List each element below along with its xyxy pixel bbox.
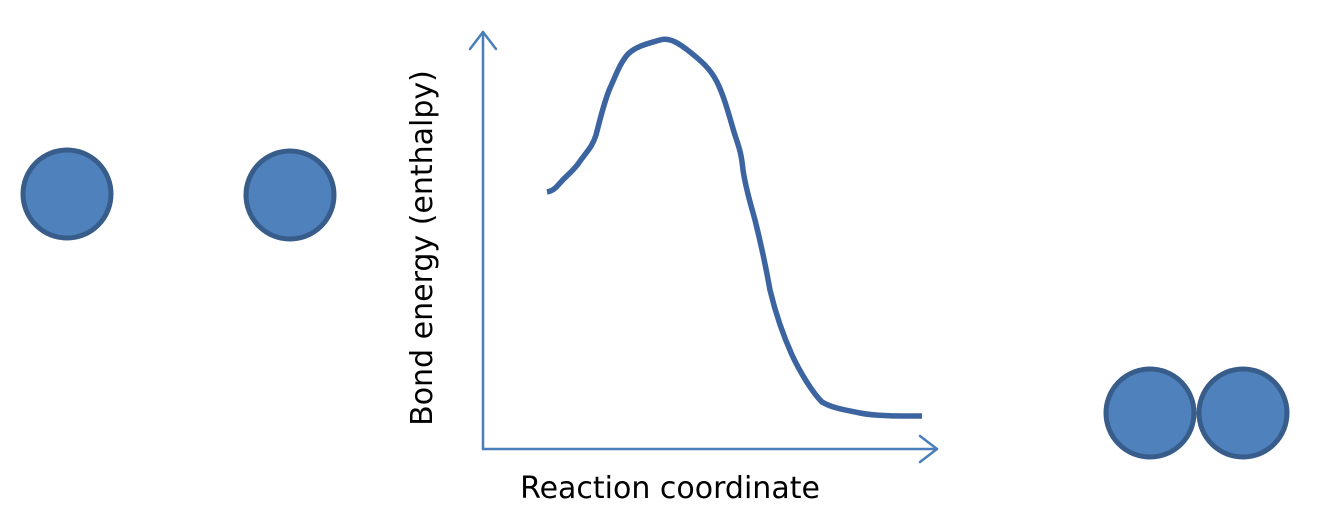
x-axis-label: Reaction coordinate: [520, 471, 820, 506]
y-axis-label: Bond energy (enthalpy): [405, 70, 440, 426]
reactant-atom-1: [20, 147, 114, 241]
product-atom-1: [1103, 366, 1197, 460]
reactants-group: [20, 147, 337, 242]
y-axis-arrowhead: [468, 30, 498, 51]
products-group: [1103, 366, 1290, 460]
axes: [468, 30, 939, 464]
product-atom-2: [1196, 366, 1290, 460]
x-axis-arrowhead: [918, 434, 939, 464]
energy-curve: [546, 36, 923, 419]
reactant-atom-2: [243, 148, 337, 242]
